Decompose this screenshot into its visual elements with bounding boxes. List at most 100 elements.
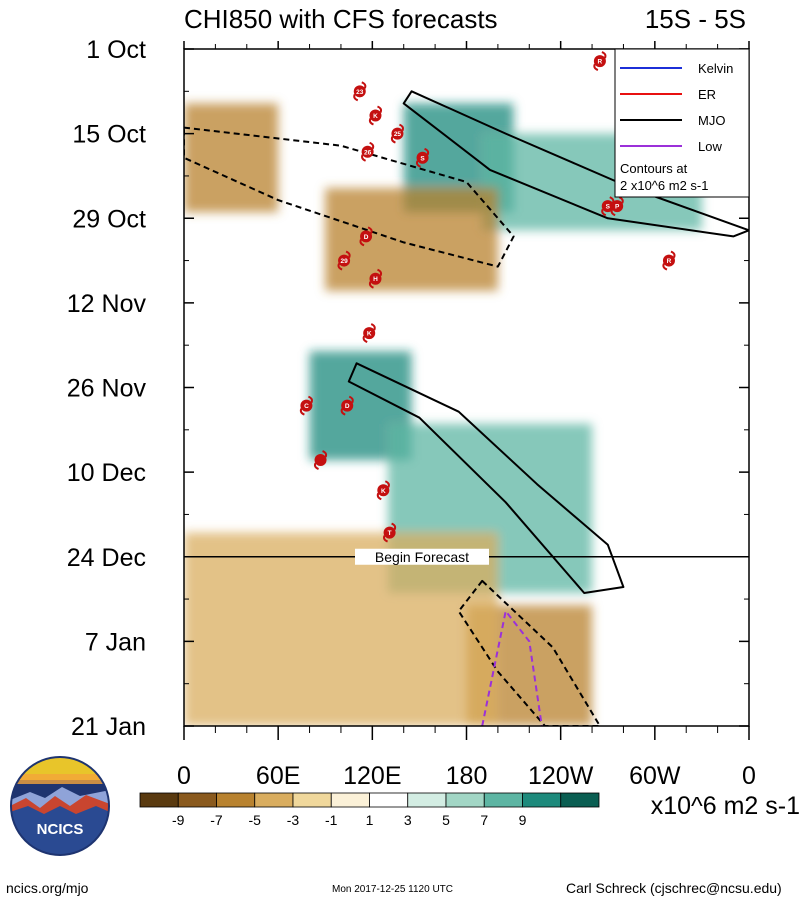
storm-label: R [598, 59, 603, 66]
storm-label: D [364, 234, 369, 241]
colorbar-label: -5 [249, 812, 262, 828]
storm-marker-9: D [359, 226, 373, 247]
storm-marker-12: H [368, 268, 383, 289]
storm-marker-16 [313, 450, 328, 470]
colorbar-units: x10^6 m2 s-1 [651, 792, 800, 820]
storm-label: C [304, 403, 309, 410]
storm-marker-10: 29 [337, 250, 351, 271]
storm-label: 25 [394, 131, 402, 138]
storm-label: D [345, 403, 350, 410]
storm-icon [341, 399, 354, 412]
storm-marker-17: K [376, 480, 390, 501]
x-tick-label: 0 [177, 762, 191, 790]
footer-timestamp: Mon 2017-12-25 1120 UTC [332, 884, 453, 895]
storm-marker-4: 25 [390, 123, 405, 144]
storm-marker-2: 23 [353, 81, 367, 102]
colorbar-box-9 [445, 792, 485, 808]
colorbar-label: 5 [442, 812, 450, 828]
storm-label: S [606, 204, 611, 211]
storm-swirl [390, 136, 396, 144]
colorbar-box-8 [407, 792, 447, 808]
storm-marker-3: K [368, 105, 383, 126]
storm-swirl [601, 208, 607, 217]
storm-swirl [361, 81, 367, 89]
ncics-logo: NCICS [10, 756, 110, 856]
colorbar-box-6 [330, 792, 370, 808]
storm-label: K [381, 488, 386, 495]
y-tick-label: 15 Oct [72, 121, 146, 149]
legend-label-mjo: MJO [698, 113, 725, 128]
y-tick-label: 1 Oct [86, 36, 146, 64]
storm-icon [611, 200, 624, 213]
x-tick-label: 0 [742, 762, 756, 790]
colorbar-box-3 [216, 792, 256, 808]
storm-marker-11: R [662, 250, 676, 271]
storm-icon [353, 85, 366, 98]
storm-icon [383, 526, 396, 539]
legend: Kelvin ER MJO Low Contours at 2 x10^6 m2 s-… [614, 48, 750, 198]
legend-label-er: ER [698, 87, 716, 102]
legend-note-line-2: 2 x10^6 m2 s-1 [620, 178, 708, 193]
chart-subtitle: 15S - 5S [645, 4, 746, 34]
storm-icon [593, 55, 606, 68]
storm-swirl [593, 63, 599, 72]
storm-swirl [399, 123, 405, 132]
storm-swirl [345, 250, 351, 259]
footer-author: Carl Schreck (cjschrec@ncsu.edu) [566, 880, 782, 896]
y-tick-label: 26 Nov [67, 375, 147, 403]
storm-label: R [667, 258, 672, 265]
colorbar-box-2 [177, 792, 217, 808]
storm-swirl [376, 492, 382, 501]
legend-note-line-1: Contours at [620, 161, 688, 176]
y-tick-label: 29 Oct [72, 205, 146, 233]
anomaly-patch-5 [184, 103, 279, 213]
storm-swirl [383, 535, 389, 543]
storm-icon [360, 230, 373, 243]
colorbar: -9 -7 -5 -3 -1 1 3 5 7 9 [139, 792, 600, 828]
storm-label: T [388, 530, 392, 537]
storm-marker-18: T [383, 522, 397, 543]
storm-swirl [424, 147, 430, 156]
storm-marker-7: S [601, 196, 615, 217]
colorbar-box-10 [483, 792, 523, 808]
storm-marker-14: C [299, 395, 313, 416]
storm-icon [361, 145, 374, 158]
colorbar-box-5 [292, 792, 332, 808]
y-tick-label: 7 Jan [85, 628, 146, 656]
colorbar-label: 1 [366, 812, 374, 828]
x-tick-label: 120E [343, 762, 401, 790]
x-tick-label: 60E [256, 762, 300, 790]
chart-figure: CHI850 with CFS forecasts 15S - 5S R 23 K 2… [10, 4, 800, 856]
storm-label: K [367, 331, 372, 338]
storm-icon [391, 127, 404, 140]
colorbar-label: -1 [325, 812, 338, 828]
storm-label: 26 [364, 149, 372, 156]
storm-swirl [348, 395, 354, 404]
colorbar-box-11 [522, 792, 562, 808]
storm-swirl [337, 263, 343, 271]
x-tick-label: 180 [446, 762, 488, 790]
storm-swirl [359, 238, 365, 247]
storm-swirl [313, 462, 319, 470]
storm-swirl [368, 281, 374, 289]
storm-swirl [384, 480, 390, 488]
storm-swirl [377, 268, 383, 277]
forecast-label: Begin Forecast [375, 549, 469, 565]
storm-icon [369, 109, 382, 122]
y-tick-label: 10 Dec [67, 459, 146, 487]
chart-title: CHI850 with CFS forecasts [184, 4, 498, 34]
storm-swirl [368, 118, 374, 126]
colorbar-label: 9 [519, 812, 527, 828]
storm-swirl [299, 408, 305, 416]
storm-label: K [373, 113, 378, 120]
storm-swirl [662, 263, 668, 271]
mjo-contour-positive-1 [402, 90, 749, 238]
storm-marker-15: D [340, 395, 354, 416]
forecast-label-background [355, 548, 489, 565]
storm-swirl [415, 160, 421, 168]
storm-label: 29 [340, 258, 348, 265]
storm-swirl [308, 395, 313, 404]
storm-icon [601, 200, 614, 213]
legend-label-low: Low [698, 139, 722, 154]
storm-label: P [615, 204, 620, 211]
